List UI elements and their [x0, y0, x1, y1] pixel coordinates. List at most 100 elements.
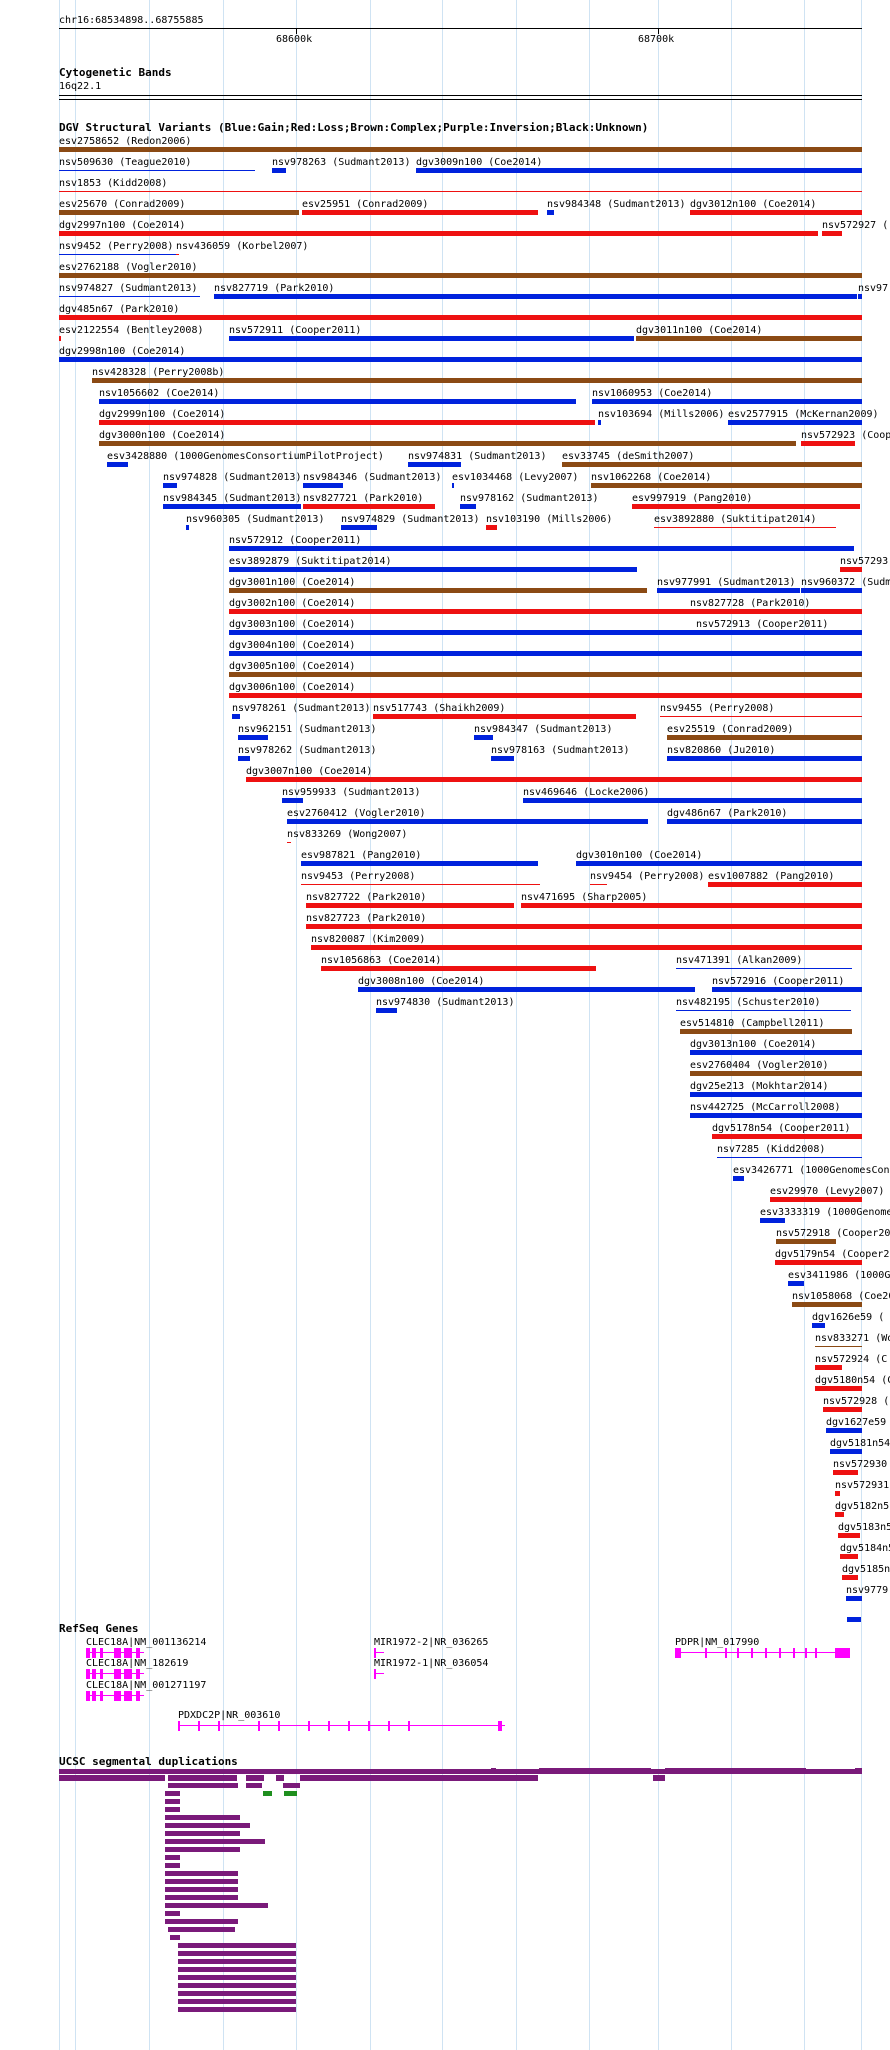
- segdup-bar[interactable]: [165, 1807, 180, 1812]
- sv-label[interactable]: nsv827721 (Park2010): [303, 493, 424, 504]
- sv-bar[interactable]: [801, 588, 862, 593]
- sv-bar[interactable]: [99, 399, 576, 404]
- sv-bar[interactable]: [408, 462, 461, 467]
- sv-bar[interactable]: [830, 1449, 862, 1454]
- sv-bar[interactable]: [712, 987, 862, 992]
- segdup-bar[interactable]: [170, 1935, 180, 1940]
- sv-bar[interactable]: [229, 546, 854, 551]
- sv-label[interactable]: esv2762188 (Vogler2010): [59, 262, 198, 273]
- segdup-bar[interactable]: [165, 1887, 238, 1892]
- sv-bar[interactable]: [99, 441, 796, 446]
- sv-bar[interactable]: [59, 147, 862, 152]
- sv-label[interactable]: esv2758652 (Redon2006): [59, 136, 192, 147]
- sv-label[interactable]: nsv572924 (C: [815, 1354, 888, 1365]
- segdup-bar[interactable]: [59, 1775, 165, 1781]
- sv-bar[interactable]: [822, 231, 842, 236]
- segdup-bar[interactable]: [178, 1967, 296, 1972]
- sv-bar[interactable]: [358, 987, 695, 992]
- sv-bar[interactable]: [287, 842, 291, 843]
- sv-label[interactable]: nsv1056602 (Coe2014): [99, 388, 220, 399]
- sv-label[interactable]: nsv827728 (Park2010): [690, 598, 811, 609]
- sv-bar[interactable]: [59, 296, 200, 297]
- segdup-bar[interactable]: [263, 1791, 272, 1796]
- sv-label[interactable]: esv3333319 (1000Genome: [760, 1207, 890, 1218]
- segdup-bar[interactable]: [178, 1943, 296, 1948]
- sv-label[interactable]: esv1007882 (Pang2010): [708, 871, 835, 882]
- sv-label[interactable]: nsv471391 (Alkan2009): [676, 955, 803, 966]
- sv-bar[interactable]: [373, 714, 636, 719]
- sv-bar[interactable]: [667, 819, 862, 824]
- sv-bar[interactable]: [59, 357, 862, 362]
- sv-label[interactable]: nsv572912 (Cooper2011): [229, 535, 362, 546]
- sv-label[interactable]: dgv5179n54 (Cooper20: [775, 1249, 890, 1260]
- sv-label[interactable]: esv2760404 (Vogler2010): [690, 1060, 829, 1071]
- segdup-bar[interactable]: [246, 1775, 264, 1781]
- sv-bar[interactable]: [302, 210, 538, 215]
- sv-label[interactable]: nsv572913 (Cooper2011): [696, 619, 829, 630]
- sv-label[interactable]: nsv9453 (Perry2008): [301, 871, 416, 882]
- sv-label[interactable]: nsv1062268 (Coe2014): [591, 472, 712, 483]
- sv-label[interactable]: dgv3004n100 (Coe2014): [229, 640, 356, 651]
- sv-bar[interactable]: [59, 231, 818, 236]
- sv-label[interactable]: nsv509630 (Teague2010): [59, 157, 192, 168]
- gene-label[interactable]: CLEC18A|NM_001136214: [86, 1637, 207, 1648]
- sv-label[interactable]: esv25670 (Conrad2009): [59, 199, 186, 210]
- sv-bar[interactable]: [690, 1050, 862, 1055]
- sv-label[interactable]: esv3426771 (1000GenomesCons: [733, 1165, 890, 1176]
- sv-bar[interactable]: [840, 567, 862, 572]
- segdup-bar[interactable]: [165, 1919, 238, 1924]
- sv-bar[interactable]: [657, 588, 800, 593]
- sv-label[interactable]: esv3411986 (1000Ge: [788, 1270, 890, 1281]
- sv-label[interactable]: nsv7285 (Kidd2008): [717, 1144, 826, 1155]
- sv-bar[interactable]: [842, 1575, 858, 1580]
- sv-label[interactable]: nsv827723 (Park2010): [306, 913, 427, 924]
- sv-bar[interactable]: [107, 462, 128, 467]
- segdup-bar[interactable]: [178, 1991, 296, 1996]
- sv-label[interactable]: nsv962151 (Sudmant2013): [238, 724, 377, 735]
- gene-label[interactable]: MIR1972-1|NR_036054: [374, 1658, 489, 1669]
- segdup-bar[interactable]: [165, 1791, 180, 1796]
- sv-bar[interactable]: [486, 525, 497, 530]
- sv-label[interactable]: nsv572918 (Cooper20: [776, 1228, 890, 1239]
- sv-bar[interactable]: [591, 483, 862, 488]
- sv-label[interactable]: nsv974829 (Sudmant2013): [341, 514, 480, 525]
- sv-label[interactable]: esv3892879 (Suktitipat2014): [229, 556, 392, 567]
- sv-label[interactable]: dgv5181n54: [830, 1438, 890, 1449]
- sv-label[interactable]: nsv978263 (Sudmant2013): [272, 157, 411, 168]
- sv-label[interactable]: nsv978262 (Sudmant2013): [238, 745, 377, 756]
- sv-bar[interactable]: [812, 1323, 825, 1328]
- sv-bar[interactable]: [846, 1596, 862, 1601]
- sv-bar[interactable]: [676, 968, 852, 969]
- segdup-bar[interactable]: [178, 1983, 296, 1988]
- sv-label[interactable]: nsv482195 (Schuster2010): [676, 997, 821, 1008]
- segdup-bar[interactable]: [168, 1927, 235, 1932]
- sv-label[interactable]: nsv442725 (McCarroll2008): [690, 1102, 841, 1113]
- segdup-bar[interactable]: [168, 1775, 237, 1781]
- sv-label[interactable]: nsv827719 (Park2010): [214, 283, 335, 294]
- sv-bar[interactable]: [59, 191, 862, 192]
- segdup-bar[interactable]: [165, 1831, 240, 1836]
- segdup-bar[interactable]: [165, 1911, 180, 1916]
- sv-bar[interactable]: [590, 884, 607, 885]
- sv-bar[interactable]: [303, 483, 343, 488]
- sv-label[interactable]: dgv485n67 (Park2010): [59, 304, 180, 315]
- sv-label[interactable]: nsv978163 (Sudmant2013): [491, 745, 630, 756]
- sv-bar[interactable]: [717, 1157, 862, 1158]
- sv-bar[interactable]: [238, 756, 250, 761]
- sv-label[interactable]: esv33745 (deSmith2007): [562, 451, 695, 462]
- segdup-bar[interactable]: [178, 1999, 296, 2004]
- sv-label[interactable]: dgv5183n5: [838, 1522, 890, 1533]
- segdup-bar[interactable]: [165, 1895, 238, 1900]
- sv-bar[interactable]: [712, 1134, 862, 1139]
- segdup-bar[interactable]: [59, 1769, 537, 1774]
- sv-label[interactable]: dgv3005n100 (Coe2014): [229, 661, 356, 672]
- sv-bar[interactable]: [680, 1029, 852, 1034]
- segdup-bar[interactable]: [165, 1847, 240, 1852]
- gene-label[interactable]: CLEC18A|NM_001271197: [86, 1680, 207, 1691]
- sv-label[interactable]: nsv827722 (Park2010): [306, 892, 427, 903]
- sv-bar[interactable]: [303, 504, 435, 509]
- sv-label[interactable]: esv2122554 (Bentley2008): [59, 325, 204, 336]
- sv-bar[interactable]: [321, 966, 596, 971]
- sv-label[interactable]: nsv572916 (Cooper2011): [712, 976, 845, 987]
- sv-bar[interactable]: [272, 168, 286, 173]
